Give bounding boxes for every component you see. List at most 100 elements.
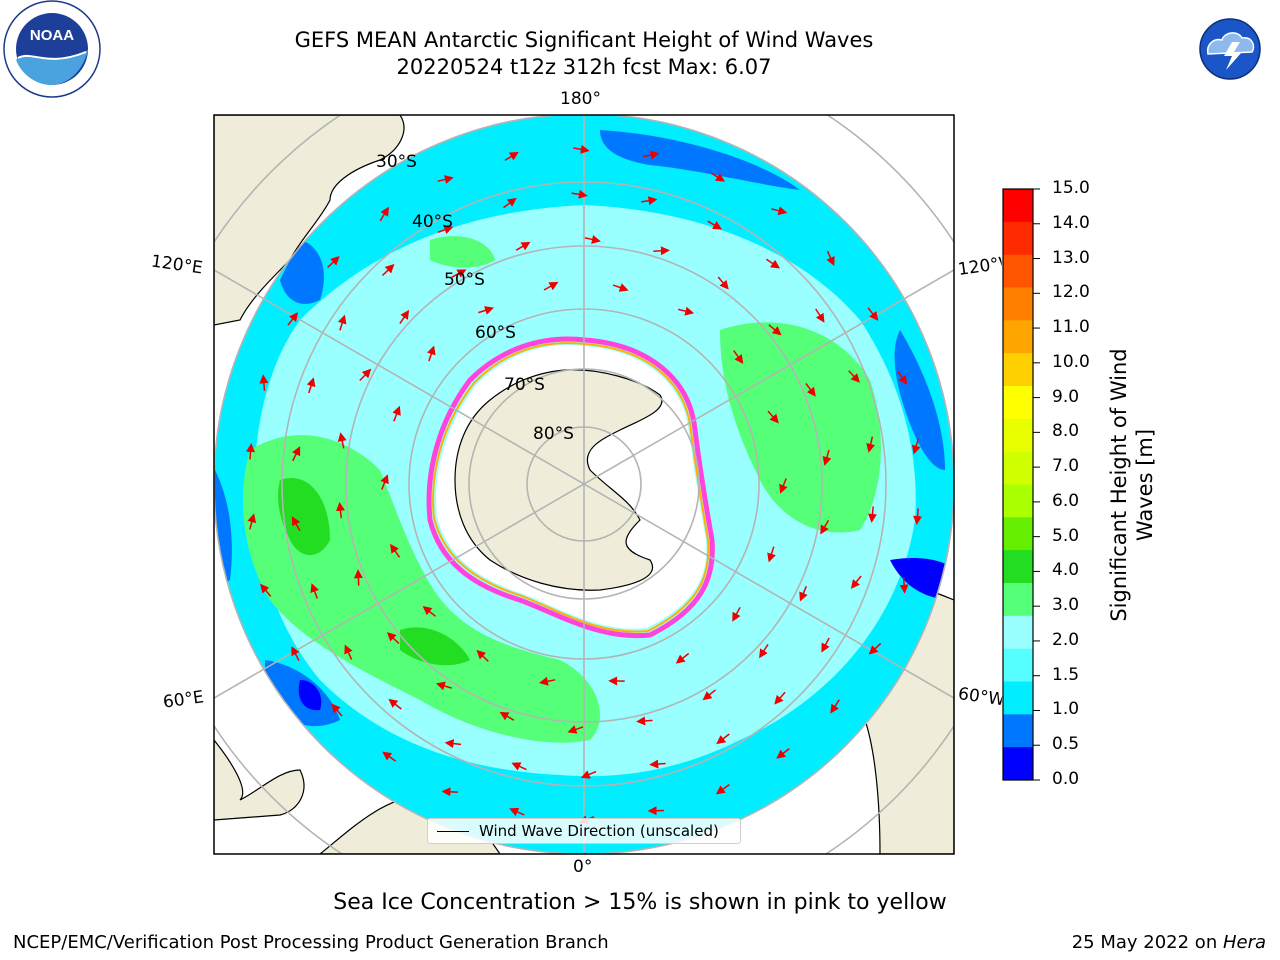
wave-direction-arrow — [799, 586, 808, 602]
colorbar-segment — [1003, 386, 1033, 420]
colorbar-tick-label: 11.0 — [1052, 317, 1090, 338]
colorbar-tick-label: 0.0 — [1052, 769, 1080, 789]
wave-direction-arrow — [715, 783, 730, 795]
wave-direction-arrow — [911, 438, 921, 455]
wave-direction-arrow — [353, 569, 363, 586]
wave-direction-arrow — [653, 246, 670, 256]
lon-label-0: 0° — [573, 857, 593, 877]
wave-direction-arrow — [427, 345, 436, 362]
wave-direction-arrow — [868, 642, 882, 655]
colorbar-tick-label: 9.0 — [1052, 386, 1080, 407]
wave-direction-arrow — [379, 206, 389, 222]
noaa-logo-text: NOAA — [30, 27, 74, 44]
colorbar-tick-label: 4.0 — [1052, 560, 1080, 581]
wave-direction-arrow — [830, 699, 840, 714]
wave-direction-arrow — [733, 350, 744, 364]
colorbar-segment — [1003, 418, 1033, 453]
wave-direction-arrow — [826, 250, 835, 266]
lat-label-60: 60°S — [475, 323, 516, 343]
wave-direction-arrow — [710, 172, 726, 182]
wave-direction-arrow — [359, 368, 372, 382]
wave-direction-arrow — [499, 711, 515, 721]
wave-direction-arrow — [511, 762, 527, 771]
wave-direction-arrow — [331, 703, 343, 717]
wave-direction-arrow — [538, 676, 556, 686]
colorbar-tick-label: 1.5 — [1052, 664, 1080, 685]
colorbar-tick-label: 8.0 — [1052, 421, 1080, 442]
wave-direction-arrow — [503, 197, 517, 209]
wave-direction-arrow — [386, 632, 400, 645]
wave-direction-arrow — [435, 681, 452, 691]
lat-label-50: 50°S — [444, 270, 485, 290]
footer-date: 25 May 2022 on Hera — [1072, 932, 1266, 953]
wave-direction-arrow — [848, 370, 860, 383]
wave-direction-arrow — [702, 689, 716, 701]
legend-label: Wind Wave Direction (unscaled) — [479, 822, 719, 840]
wave-direction-arrow — [821, 637, 830, 653]
wave-height-field — [214, 130, 954, 777]
wave-direction-arrow — [774, 691, 786, 705]
wave-direction-arrow — [246, 443, 256, 460]
colorbar — [1003, 188, 1040, 781]
wave-direction-arrow — [437, 175, 454, 184]
wave-direction-arrow — [573, 144, 590, 154]
wave-direction-arrow — [441, 787, 458, 797]
wave-direction-arrow — [768, 324, 782, 336]
wave-direction-arrow — [612, 283, 629, 292]
lat-label-80: 80°S — [533, 424, 574, 444]
colorbar-tick-label: 15.0 — [1052, 178, 1090, 198]
wave-direction-arrow — [392, 405, 401, 422]
wave-direction-arrow — [643, 150, 660, 160]
wave-direction-arrow — [478, 306, 494, 315]
colorbar-segment — [1003, 714, 1033, 748]
lat-label-40: 40°S — [412, 212, 453, 232]
wave-direction-arrow — [476, 649, 489, 662]
colorbar-segment — [1003, 681, 1033, 715]
colorbar-title: Significant Height of Wind Waves [m] — [1107, 348, 1157, 622]
colorbar-segment — [1003, 287, 1033, 321]
colorbar-tick-label: 6.0 — [1052, 490, 1080, 511]
colorbar-tick-label: 10.0 — [1052, 351, 1090, 372]
wave-direction-arrow — [260, 583, 272, 597]
wave-direction-arrow — [399, 309, 410, 325]
wave-direction-arrow — [388, 698, 402, 710]
wave-direction-arrow — [390, 543, 401, 558]
colorbar-tick-label: 7.0 — [1052, 456, 1080, 477]
wave-direction-arrow — [344, 644, 353, 660]
wave-direction-arrow — [767, 546, 776, 563]
wave-direction-arrow — [805, 383, 816, 397]
wave-direction-arrow — [913, 508, 922, 525]
colorbar-segment — [1003, 517, 1033, 551]
colorbar-tick-label: 1.0 — [1052, 699, 1080, 720]
colorbar-segment — [1003, 451, 1033, 485]
graticule — [214, 115, 954, 854]
wave-direction-arrow — [381, 263, 395, 277]
map-legend: Wind Wave Direction (unscaled) — [427, 818, 741, 844]
wave-direction-arrow — [444, 739, 462, 749]
wave-direction-arrow — [543, 281, 559, 291]
wave-direction-arrow — [451, 269, 467, 278]
wave-direction-arrow — [759, 643, 769, 659]
wave-direction-arrow — [337, 432, 347, 449]
wave-direction-arrow — [867, 506, 877, 523]
colorbar-segment — [1003, 747, 1033, 781]
wave-direction-arrow — [765, 258, 781, 269]
wave-direction-arrow — [509, 807, 525, 817]
wave-direction-arrow — [380, 474, 389, 490]
wave-direction-arrow — [640, 196, 658, 206]
colorbar-tick-label: 2.0 — [1052, 629, 1080, 650]
noaa-logo: NOAA — [3, 0, 101, 98]
colorbar-segment — [1003, 583, 1033, 617]
wave-direction-arrow — [291, 516, 301, 531]
wave-direction-arrow — [899, 577, 909, 594]
wave-direction-arrow — [422, 605, 436, 617]
colorbar-segment — [1003, 221, 1033, 256]
wave-direction-arrow — [776, 748, 790, 759]
wind-wave-arrows — [246, 144, 922, 824]
wave-direction-arrow — [259, 374, 269, 391]
wave-direction-arrow — [732, 606, 741, 622]
wave-direction-arrow — [306, 377, 316, 394]
colorbar-segment — [1003, 189, 1033, 223]
wave-direction-arrow — [678, 306, 695, 316]
chart-title: GEFS MEAN Antarctic Significant Height o… — [294, 28, 874, 52]
